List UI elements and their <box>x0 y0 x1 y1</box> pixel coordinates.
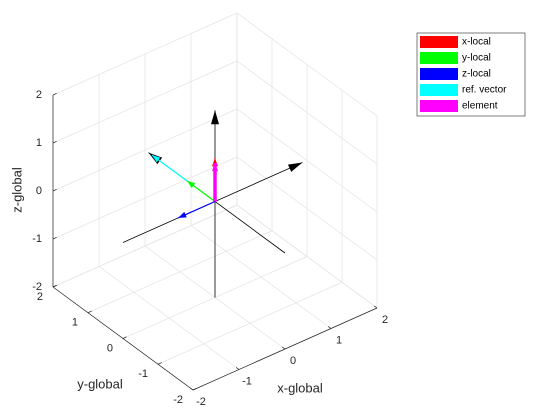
grid-line <box>236 60 378 165</box>
grid-line <box>52 12 238 96</box>
legend-label: y-local <box>462 53 491 64</box>
x-tick-label: 1 <box>336 334 342 346</box>
grid-line <box>52 204 238 288</box>
x-axis-label: x-global <box>277 380 323 395</box>
y-tick-label: -1 <box>138 368 148 380</box>
x-tick <box>327 326 332 329</box>
y-tick-label: 1 <box>72 317 78 329</box>
y-tick-label: -2 <box>173 394 183 406</box>
z-tick-label: 1 <box>36 137 42 149</box>
z-tick <box>52 237 57 240</box>
plot-area <box>122 110 303 298</box>
y-tick <box>192 388 197 391</box>
y-tick <box>87 310 92 314</box>
arrow-head <box>178 211 187 218</box>
grid-line <box>236 204 378 309</box>
grid-line <box>236 12 378 117</box>
grid-line <box>52 60 238 144</box>
z-tick <box>52 285 57 288</box>
grid-line <box>236 108 378 213</box>
legend-label: z-local <box>462 69 491 80</box>
z-tick <box>52 141 57 144</box>
legend-swatch <box>420 100 458 112</box>
legend-label: ref. vector <box>462 85 507 96</box>
legend-swatch <box>420 52 458 64</box>
legend-swatch <box>420 68 458 80</box>
legend-label: x-local <box>462 37 491 48</box>
x-tick-label: 0 <box>290 355 296 367</box>
z-tick-label: -2 <box>32 281 42 293</box>
arrow-head <box>287 162 303 172</box>
x-tick <box>189 387 194 391</box>
z-tick <box>52 93 57 96</box>
grid-line <box>52 156 238 240</box>
x-tick <box>281 346 286 350</box>
arrow-head <box>152 155 161 163</box>
x-tick-label: -2 <box>196 396 206 408</box>
x-tick-label: 2 <box>382 314 388 326</box>
grid-line <box>236 156 378 261</box>
z-axis-label: z-global <box>9 167 24 213</box>
x-tick <box>235 367 240 370</box>
legend: x-local y-local z-local ref. vector element <box>416 32 526 117</box>
y-axis-label: y-global <box>77 376 123 391</box>
z-tick-label: 0 <box>36 185 42 197</box>
arrow-head <box>211 110 219 125</box>
y-tick <box>157 362 162 365</box>
x-tick-label: -1 <box>242 375 252 387</box>
z-tick <box>52 189 57 192</box>
x-tick <box>373 305 378 309</box>
y-tick-label: 2 <box>37 291 43 303</box>
arrow-head <box>187 180 196 189</box>
grid-line <box>52 108 238 192</box>
z-tick-label: -1 <box>32 233 42 245</box>
arrow-head <box>212 163 218 172</box>
y-tick <box>122 336 127 339</box>
legend-swatch <box>420 84 458 96</box>
legend-label: element <box>462 101 498 112</box>
z-tick-label: 2 <box>36 89 42 101</box>
grid-line <box>87 230 273 314</box>
y-tick-label: 0 <box>107 342 113 354</box>
legend-swatch <box>420 36 458 48</box>
grid-line <box>157 281 343 365</box>
